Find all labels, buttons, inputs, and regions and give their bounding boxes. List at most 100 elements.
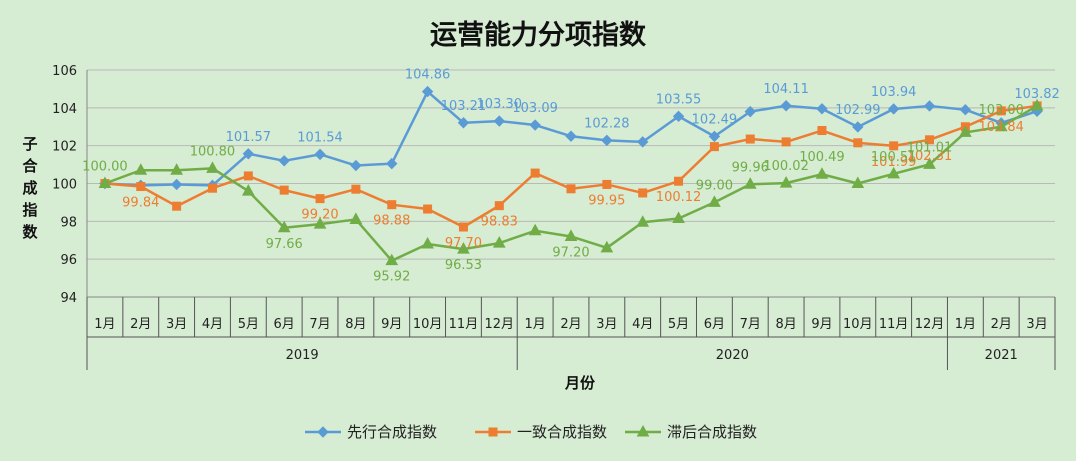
- data-point: [815, 167, 829, 179]
- data-label: 99.96: [732, 160, 769, 175]
- data-point: [959, 104, 972, 116]
- data-point: [889, 141, 899, 151]
- x-tick-label: 5月: [238, 317, 259, 332]
- x-tick-label: 9月: [381, 317, 402, 332]
- data-point: [278, 155, 290, 167]
- data-label: 103.30: [477, 97, 523, 112]
- legend-marker: [488, 427, 498, 437]
- x-axis-label: 月份: [564, 374, 596, 392]
- chart-title: 运营能力分项指数: [430, 19, 647, 51]
- x-tick-label: 2月: [560, 317, 581, 332]
- data-point: [923, 100, 936, 112]
- data-label: 103.00: [978, 103, 1024, 118]
- data-point: [744, 105, 756, 118]
- data-label: 101.01: [907, 140, 953, 155]
- x-tick-label: 1月: [525, 317, 546, 332]
- x-tick-label: 10月: [413, 317, 443, 332]
- data-point: [745, 134, 755, 144]
- data-point: [565, 130, 577, 142]
- data-label: 103.55: [656, 92, 702, 107]
- data-label: 101.99: [871, 155, 917, 170]
- data-label: 103.21: [441, 99, 487, 114]
- data-point: [529, 119, 541, 131]
- data-point: [423, 204, 433, 214]
- data-label: 97.66: [266, 237, 303, 252]
- data-label: 100.00: [82, 160, 128, 175]
- gridlines: 94 96 98 100 102 104 106: [52, 64, 1055, 306]
- data-point: [852, 121, 864, 133]
- x-tick-label: 6月: [704, 317, 725, 332]
- x-tick-label: 11月: [449, 317, 479, 332]
- data-point: [279, 185, 289, 195]
- data-point: [493, 115, 506, 127]
- data-label: 103.84: [978, 120, 1024, 135]
- x-tick-label: 12月: [485, 317, 515, 332]
- x-tick-label: 2月: [130, 317, 151, 332]
- data-point: [351, 184, 361, 194]
- data-point: [817, 126, 827, 136]
- data-label: 100.02: [763, 159, 809, 174]
- data-point: [887, 166, 901, 179]
- x-tick-label: 3月: [1026, 317, 1047, 332]
- data-label: 99.00: [696, 178, 733, 193]
- data-point: [709, 142, 719, 152]
- data-point: [564, 229, 578, 241]
- x-tick-label: 5月: [668, 317, 689, 332]
- legend-label: 先行合成指数: [347, 423, 437, 441]
- data-label: 100.80: [190, 144, 236, 159]
- x-tick-label: 1月: [955, 317, 976, 332]
- data-point: [708, 130, 721, 143]
- data-point: [206, 161, 219, 173]
- data-point: [601, 134, 613, 147]
- data-label: 104.11: [763, 82, 809, 97]
- x-tick-label: 8月: [775, 317, 796, 332]
- data-label: 102.28: [584, 116, 630, 131]
- y-tick-label: 102: [52, 140, 77, 155]
- data-point: [672, 211, 685, 223]
- x-tick-label: 4月: [632, 317, 653, 332]
- data-point: [672, 110, 685, 123]
- data-point: [349, 212, 363, 224]
- data-point: [492, 236, 506, 248]
- data-point: [243, 171, 253, 181]
- data-point: [421, 236, 434, 249]
- year-label: 2020: [716, 348, 749, 363]
- data-label: 101.54: [297, 130, 343, 145]
- data-point: [780, 100, 792, 112]
- data-point: [528, 223, 542, 236]
- data-point: [600, 240, 614, 253]
- data-label: 100.51: [871, 150, 917, 165]
- data-label: 98.83: [481, 215, 518, 230]
- y-axis-label-char: 子: [22, 135, 37, 153]
- y-axis-label-char: 数: [22, 223, 38, 241]
- data-point: [458, 222, 468, 232]
- data-point: [674, 176, 684, 186]
- x-tick-label: 10月: [843, 317, 873, 332]
- x-tick-label: 9月: [811, 317, 832, 332]
- series-layer: [98, 85, 1044, 266]
- data-point: [959, 125, 972, 137]
- data-label: 102.49: [692, 112, 738, 127]
- data-point: [602, 179, 612, 189]
- data-point: [242, 148, 255, 160]
- legend-marker: [317, 426, 329, 438]
- series-1: [99, 85, 1043, 192]
- data-point: [421, 85, 434, 98]
- data-point: [172, 201, 182, 211]
- x-tick-label: 7月: [309, 317, 330, 332]
- y-tick-label: 104: [52, 102, 77, 117]
- x-tick-label: 1月: [94, 317, 115, 332]
- data-point: [743, 177, 757, 189]
- y-tick-label: 100: [52, 178, 77, 193]
- x-tick-label: 8月: [345, 317, 366, 332]
- data-label: 103.94: [871, 85, 917, 100]
- data-point: [923, 157, 936, 169]
- x-tick-label: 12月: [915, 317, 945, 332]
- data-point: [887, 103, 900, 115]
- data-point: [134, 163, 148, 175]
- year-label: 2019: [286, 348, 319, 363]
- data-label: 97.70: [445, 236, 482, 251]
- data-point: [241, 184, 255, 196]
